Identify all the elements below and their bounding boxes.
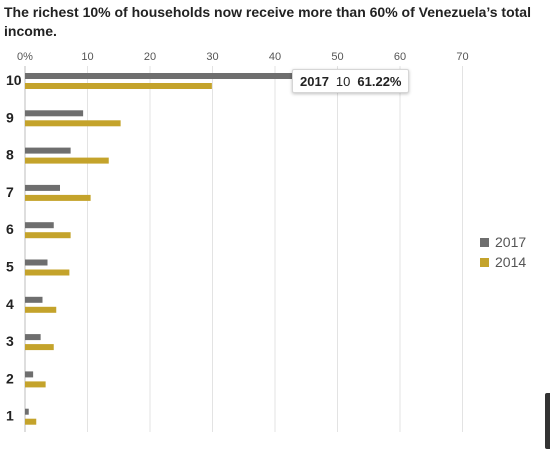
- category-label-6: 6: [6, 221, 14, 237]
- bar-2014-4: [25, 306, 57, 313]
- category-label-8: 8: [6, 147, 14, 163]
- legend-label-2017: 2017: [495, 234, 527, 250]
- bar-2014-6: [25, 232, 71, 239]
- bar-2017-7: [25, 184, 60, 191]
- bar-2017-5: [25, 259, 48, 266]
- category-label-10: 10: [6, 72, 22, 88]
- bars: [25, 73, 408, 425]
- legend-swatch-2017: [480, 237, 489, 247]
- x-tick-label-3: 30: [206, 51, 218, 63]
- chart-title: The richest 10% of households now receiv…: [4, 4, 531, 39]
- legend-label-2014: 2014: [495, 254, 527, 270]
- bar-2014-8: [25, 157, 109, 164]
- category-labels: 10 9 8 7 6 5 4 3 2 1: [6, 72, 22, 424]
- bar-2017-2: [25, 371, 34, 378]
- category-label-5: 5: [6, 259, 14, 275]
- bar-2017-10: [25, 73, 408, 79]
- x-tick-label-7: 70: [456, 51, 468, 63]
- x-axis-ticks: 0% 10 20 30 40 50 60 70: [17, 51, 469, 63]
- category-label-4: 4: [6, 296, 14, 312]
- bar-2017-3: [25, 334, 41, 341]
- x-tick-label-2: 20: [144, 51, 156, 63]
- gridlines: [24, 66, 463, 432]
- tooltip-category: 10: [335, 73, 351, 89]
- x-tick-label-0: 0%: [17, 51, 33, 63]
- bar-2014-1: [25, 418, 37, 425]
- bar-2017-1: [25, 408, 29, 415]
- legend-item-2017[interactable]: 2017: [480, 232, 526, 252]
- bar-2017-6: [25, 222, 54, 229]
- bar-2014-3: [25, 344, 54, 351]
- legend-item-2014[interactable]: 2014: [480, 252, 526, 272]
- bar-2014-9: [25, 120, 121, 127]
- bar-2017-4: [25, 296, 43, 303]
- category-label-9: 9: [6, 109, 14, 125]
- tooltip: 2017 10 61.22%: [292, 69, 410, 93]
- category-label-7: 7: [6, 184, 14, 200]
- x-tick-label-5: 50: [331, 51, 343, 63]
- x-tick-label-6: 60: [394, 51, 406, 63]
- category-label-1: 1: [6, 408, 14, 424]
- tooltip-series: 2017: [300, 73, 329, 89]
- bar-2014-5: [25, 269, 70, 276]
- legend-swatch-2014: [480, 257, 489, 267]
- edge-scroll-handle[interactable]: [545, 393, 550, 449]
- bar-2017-8: [25, 147, 71, 154]
- category-label-3: 3: [6, 333, 14, 349]
- bar-2014-2: [25, 381, 46, 388]
- bar-2017-9: [25, 110, 84, 117]
- bar-2014-7: [25, 194, 91, 201]
- x-tick-label-4: 40: [269, 51, 281, 63]
- category-label-2: 2: [6, 370, 14, 386]
- bar-2014-10: [25, 83, 212, 89]
- legend: 2017 2014: [480, 232, 526, 272]
- x-tick-label-1: 10: [81, 51, 93, 63]
- tooltip-value: 61.22%: [357, 73, 402, 89]
